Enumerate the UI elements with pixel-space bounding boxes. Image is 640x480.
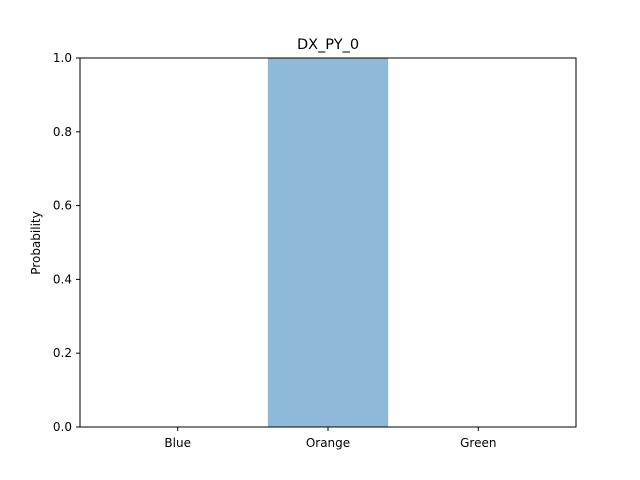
y-tick-label: 0.2 [53,346,72,360]
bar-orange [267,58,389,427]
y-tick-label: 0.6 [53,199,72,213]
x-tick-label: Green [460,436,496,450]
y-tick-label: 1.0 [53,51,72,65]
y-tick-label: 0.8 [53,125,72,139]
y-axis: 0.0 0.2 0.4 0.6 0.8 1.0 [53,51,80,434]
x-tick-label: Orange [306,436,350,450]
y-tick-label: 0.4 [53,272,72,286]
x-tick-label: Blue [164,436,191,450]
chart-title: DX_PY_0 [297,37,359,53]
y-axis-label: Probability [29,211,43,274]
bars-group [267,58,389,427]
y-tick-label: 0.0 [53,420,72,434]
x-axis: Blue Orange Green [164,427,496,450]
